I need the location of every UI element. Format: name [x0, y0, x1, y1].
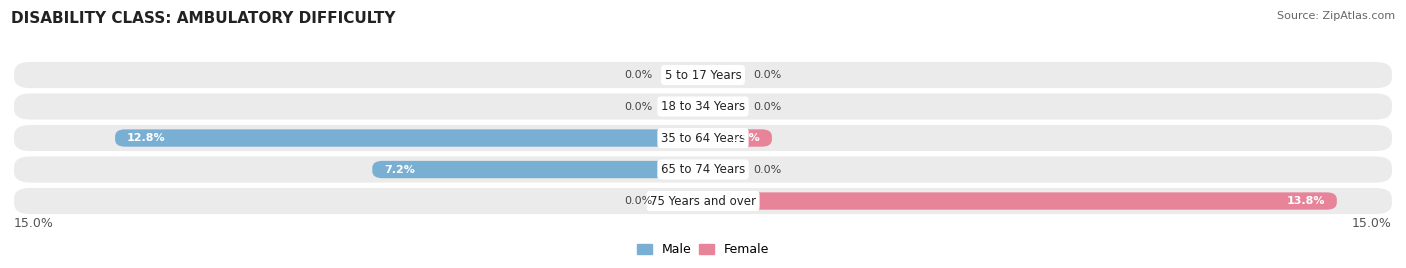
FancyBboxPatch shape: [666, 98, 703, 115]
FancyBboxPatch shape: [703, 129, 772, 147]
FancyBboxPatch shape: [703, 161, 740, 178]
FancyBboxPatch shape: [14, 157, 1392, 183]
FancyBboxPatch shape: [14, 188, 1392, 214]
Text: 0.0%: 0.0%: [624, 196, 652, 206]
Text: 15.0%: 15.0%: [14, 217, 53, 230]
Text: 5 to 17 Years: 5 to 17 Years: [665, 69, 741, 81]
FancyBboxPatch shape: [703, 192, 1337, 210]
Text: 1.5%: 1.5%: [730, 133, 761, 143]
FancyBboxPatch shape: [666, 192, 703, 210]
Text: 0.0%: 0.0%: [754, 165, 782, 174]
Legend: Male, Female: Male, Female: [631, 238, 775, 261]
FancyBboxPatch shape: [14, 94, 1392, 120]
FancyBboxPatch shape: [666, 66, 703, 84]
Text: 0.0%: 0.0%: [624, 70, 652, 80]
FancyBboxPatch shape: [14, 125, 1392, 151]
FancyBboxPatch shape: [115, 129, 703, 147]
Text: 7.2%: 7.2%: [384, 165, 415, 174]
FancyBboxPatch shape: [703, 98, 740, 115]
Text: 0.0%: 0.0%: [754, 70, 782, 80]
Text: 0.0%: 0.0%: [624, 102, 652, 111]
FancyBboxPatch shape: [373, 161, 703, 178]
Text: 15.0%: 15.0%: [1353, 217, 1392, 230]
FancyBboxPatch shape: [703, 66, 740, 84]
Text: 18 to 34 Years: 18 to 34 Years: [661, 100, 745, 113]
Text: 65 to 74 Years: 65 to 74 Years: [661, 163, 745, 176]
Text: 75 Years and over: 75 Years and over: [650, 195, 756, 207]
Text: 12.8%: 12.8%: [127, 133, 166, 143]
Text: Source: ZipAtlas.com: Source: ZipAtlas.com: [1277, 11, 1395, 21]
Text: 0.0%: 0.0%: [754, 102, 782, 111]
Text: DISABILITY CLASS: AMBULATORY DIFFICULTY: DISABILITY CLASS: AMBULATORY DIFFICULTY: [11, 11, 395, 26]
Text: 35 to 64 Years: 35 to 64 Years: [661, 132, 745, 144]
FancyBboxPatch shape: [14, 62, 1392, 88]
Text: 13.8%: 13.8%: [1286, 196, 1326, 206]
